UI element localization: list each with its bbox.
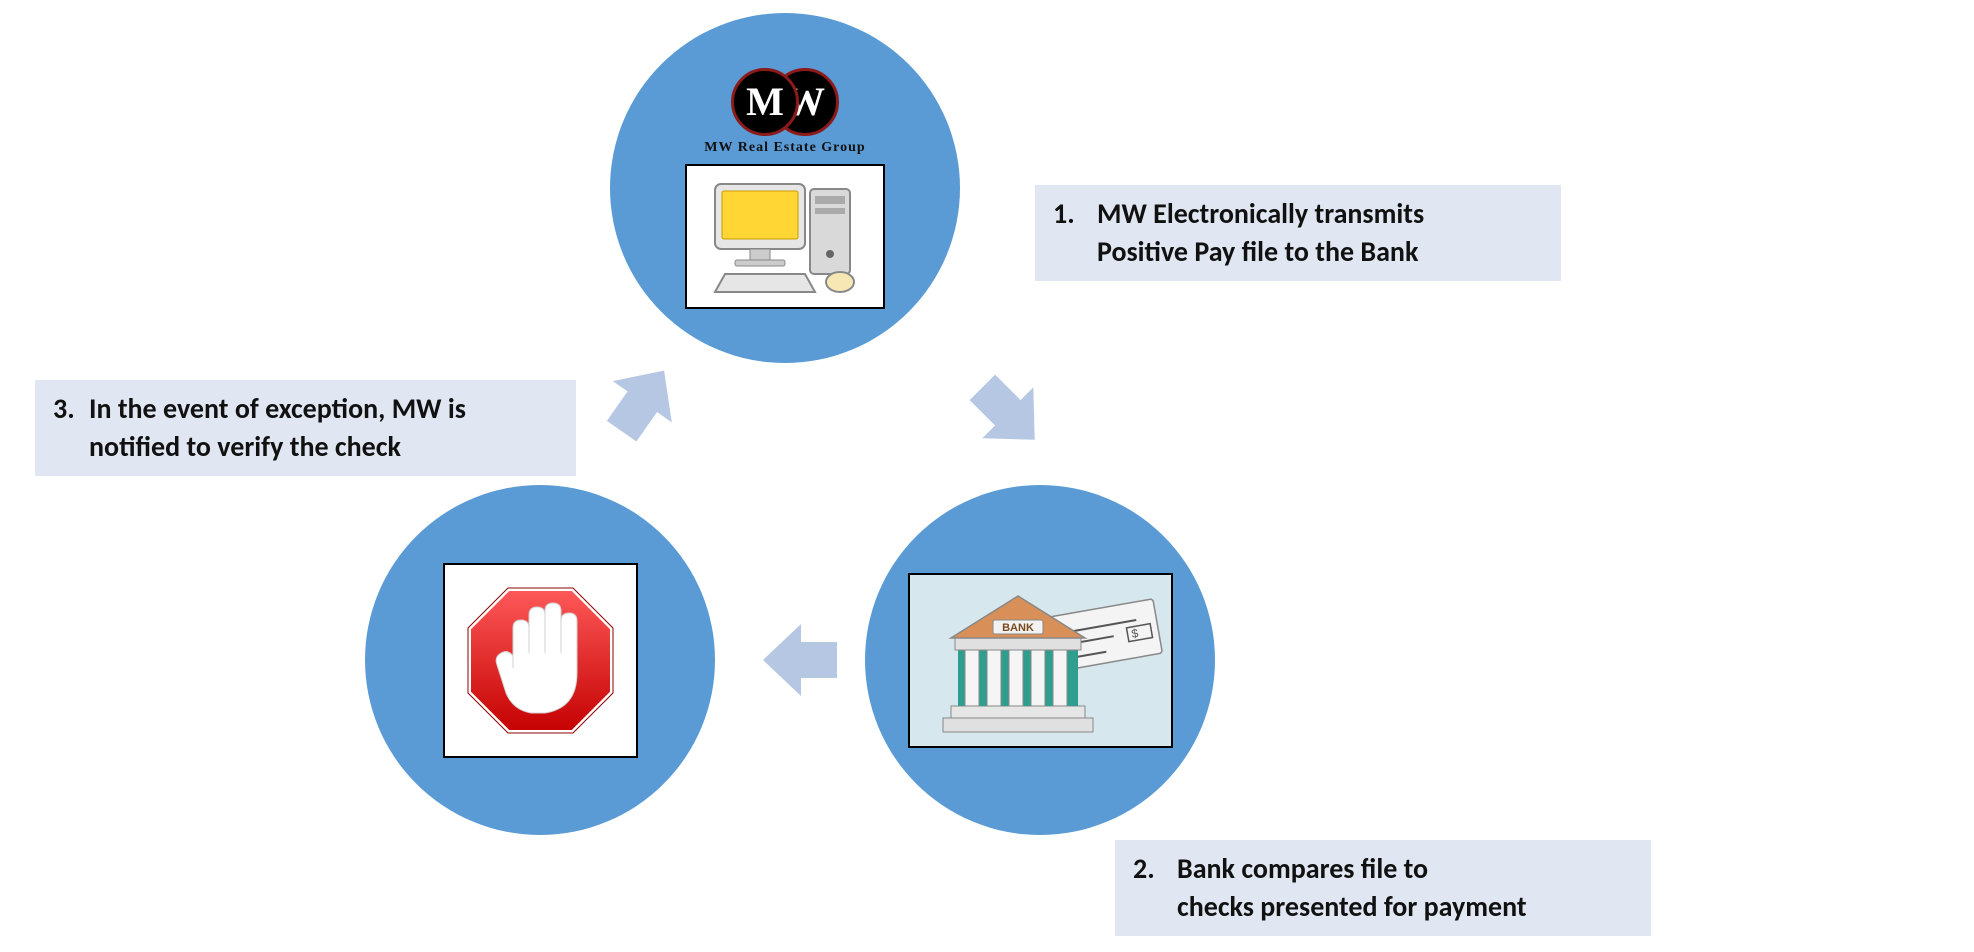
arrow-right-to-left <box>755 610 855 710</box>
caption-step-3-line2: notified to verify the check <box>89 429 401 464</box>
stop-hand-icon <box>453 573 628 748</box>
caption-step-1-line2: Positive Pay file to the Bank <box>1097 233 1424 271</box>
caption-step-2-line1: Bank compares file to <box>1177 850 1527 888</box>
caption-step-2: 2. Bank compares file to checks presente… <box>1115 840 1651 936</box>
node-top: M W MW Real Estate Group <box>610 13 960 363</box>
caption-step-1-line1: MW Electronically transmits <box>1097 195 1424 233</box>
caption-step-3: 3. In the event of exception, MW is noti… <box>35 380 576 476</box>
node-right: $ BANK <box>865 485 1215 835</box>
caption-step-3-line1: In the event of exception, MW is <box>89 391 466 426</box>
caption-step-2-number: 2. <box>1133 850 1177 926</box>
bank-icon-frame: $ BANK <box>908 573 1173 748</box>
computer-icon <box>695 174 875 299</box>
mw-logo: M W MW Real Estate Group <box>704 68 865 156</box>
caption-step-3-number: 3. <box>53 390 89 466</box>
svg-text:BANK: BANK <box>1002 622 1034 634</box>
mw-logo-letter-m: M <box>731 68 799 136</box>
bank-check-icon: $ BANK <box>913 578 1168 743</box>
computer-icon-frame <box>685 164 885 309</box>
caption-step-2-line2: checks presented for payment <box>1177 888 1527 926</box>
mw-logo-subtext: MW Real Estate Group <box>704 140 865 156</box>
arrow-top-to-right <box>934 339 1075 480</box>
stop-icon-frame <box>443 563 638 758</box>
caption-step-1-number: 1. <box>1053 195 1097 271</box>
arrow-left-to-top <box>570 335 709 474</box>
mw-logo-circles: M W <box>731 68 839 136</box>
node-left <box>365 485 715 835</box>
caption-step-1: 1. MW Electronically transmits Positive … <box>1035 185 1561 281</box>
